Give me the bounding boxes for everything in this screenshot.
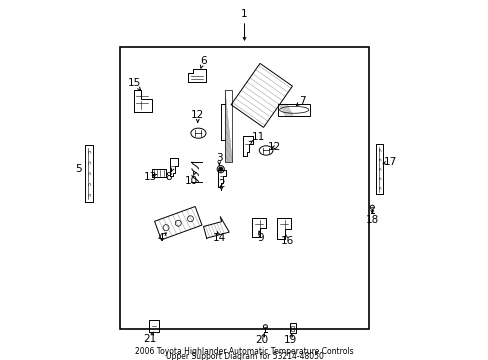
Text: 2006 Toyota Highlander Automatic Temperature Controls: 2006 Toyota Highlander Automatic Tempera…: [135, 346, 353, 356]
Bar: [290, 326, 294, 331]
Text: 1: 1: [241, 9, 247, 19]
Text: 18: 18: [365, 215, 378, 225]
Bar: [289, 323, 295, 333]
Text: 12: 12: [191, 110, 204, 120]
Text: 10: 10: [184, 176, 197, 186]
Text: 19: 19: [284, 335, 297, 345]
Text: 8: 8: [165, 172, 172, 182]
Bar: [224, 90, 232, 162]
Text: 14: 14: [212, 233, 225, 243]
Text: 11: 11: [251, 132, 264, 142]
Circle shape: [219, 167, 222, 171]
Text: 20: 20: [255, 335, 268, 345]
Text: 4: 4: [157, 233, 164, 243]
Text: 9: 9: [257, 233, 263, 243]
Text: 6: 6: [200, 56, 206, 66]
Text: 7: 7: [298, 96, 305, 106]
Text: 5: 5: [76, 164, 82, 174]
Text: 16: 16: [280, 236, 293, 246]
Text: 12: 12: [267, 141, 281, 152]
Text: Upper Support Diagram for 53214-48050: Upper Support Diagram for 53214-48050: [165, 352, 323, 360]
Text: 21: 21: [143, 334, 157, 344]
Bar: [120, 47, 368, 329]
Text: 3: 3: [216, 153, 222, 163]
Text: 17: 17: [383, 157, 396, 167]
Bar: [231, 63, 292, 127]
Text: 15: 15: [127, 78, 141, 88]
Bar: [277, 104, 310, 116]
Text: 2: 2: [218, 179, 224, 189]
Text: 13: 13: [143, 172, 157, 182]
